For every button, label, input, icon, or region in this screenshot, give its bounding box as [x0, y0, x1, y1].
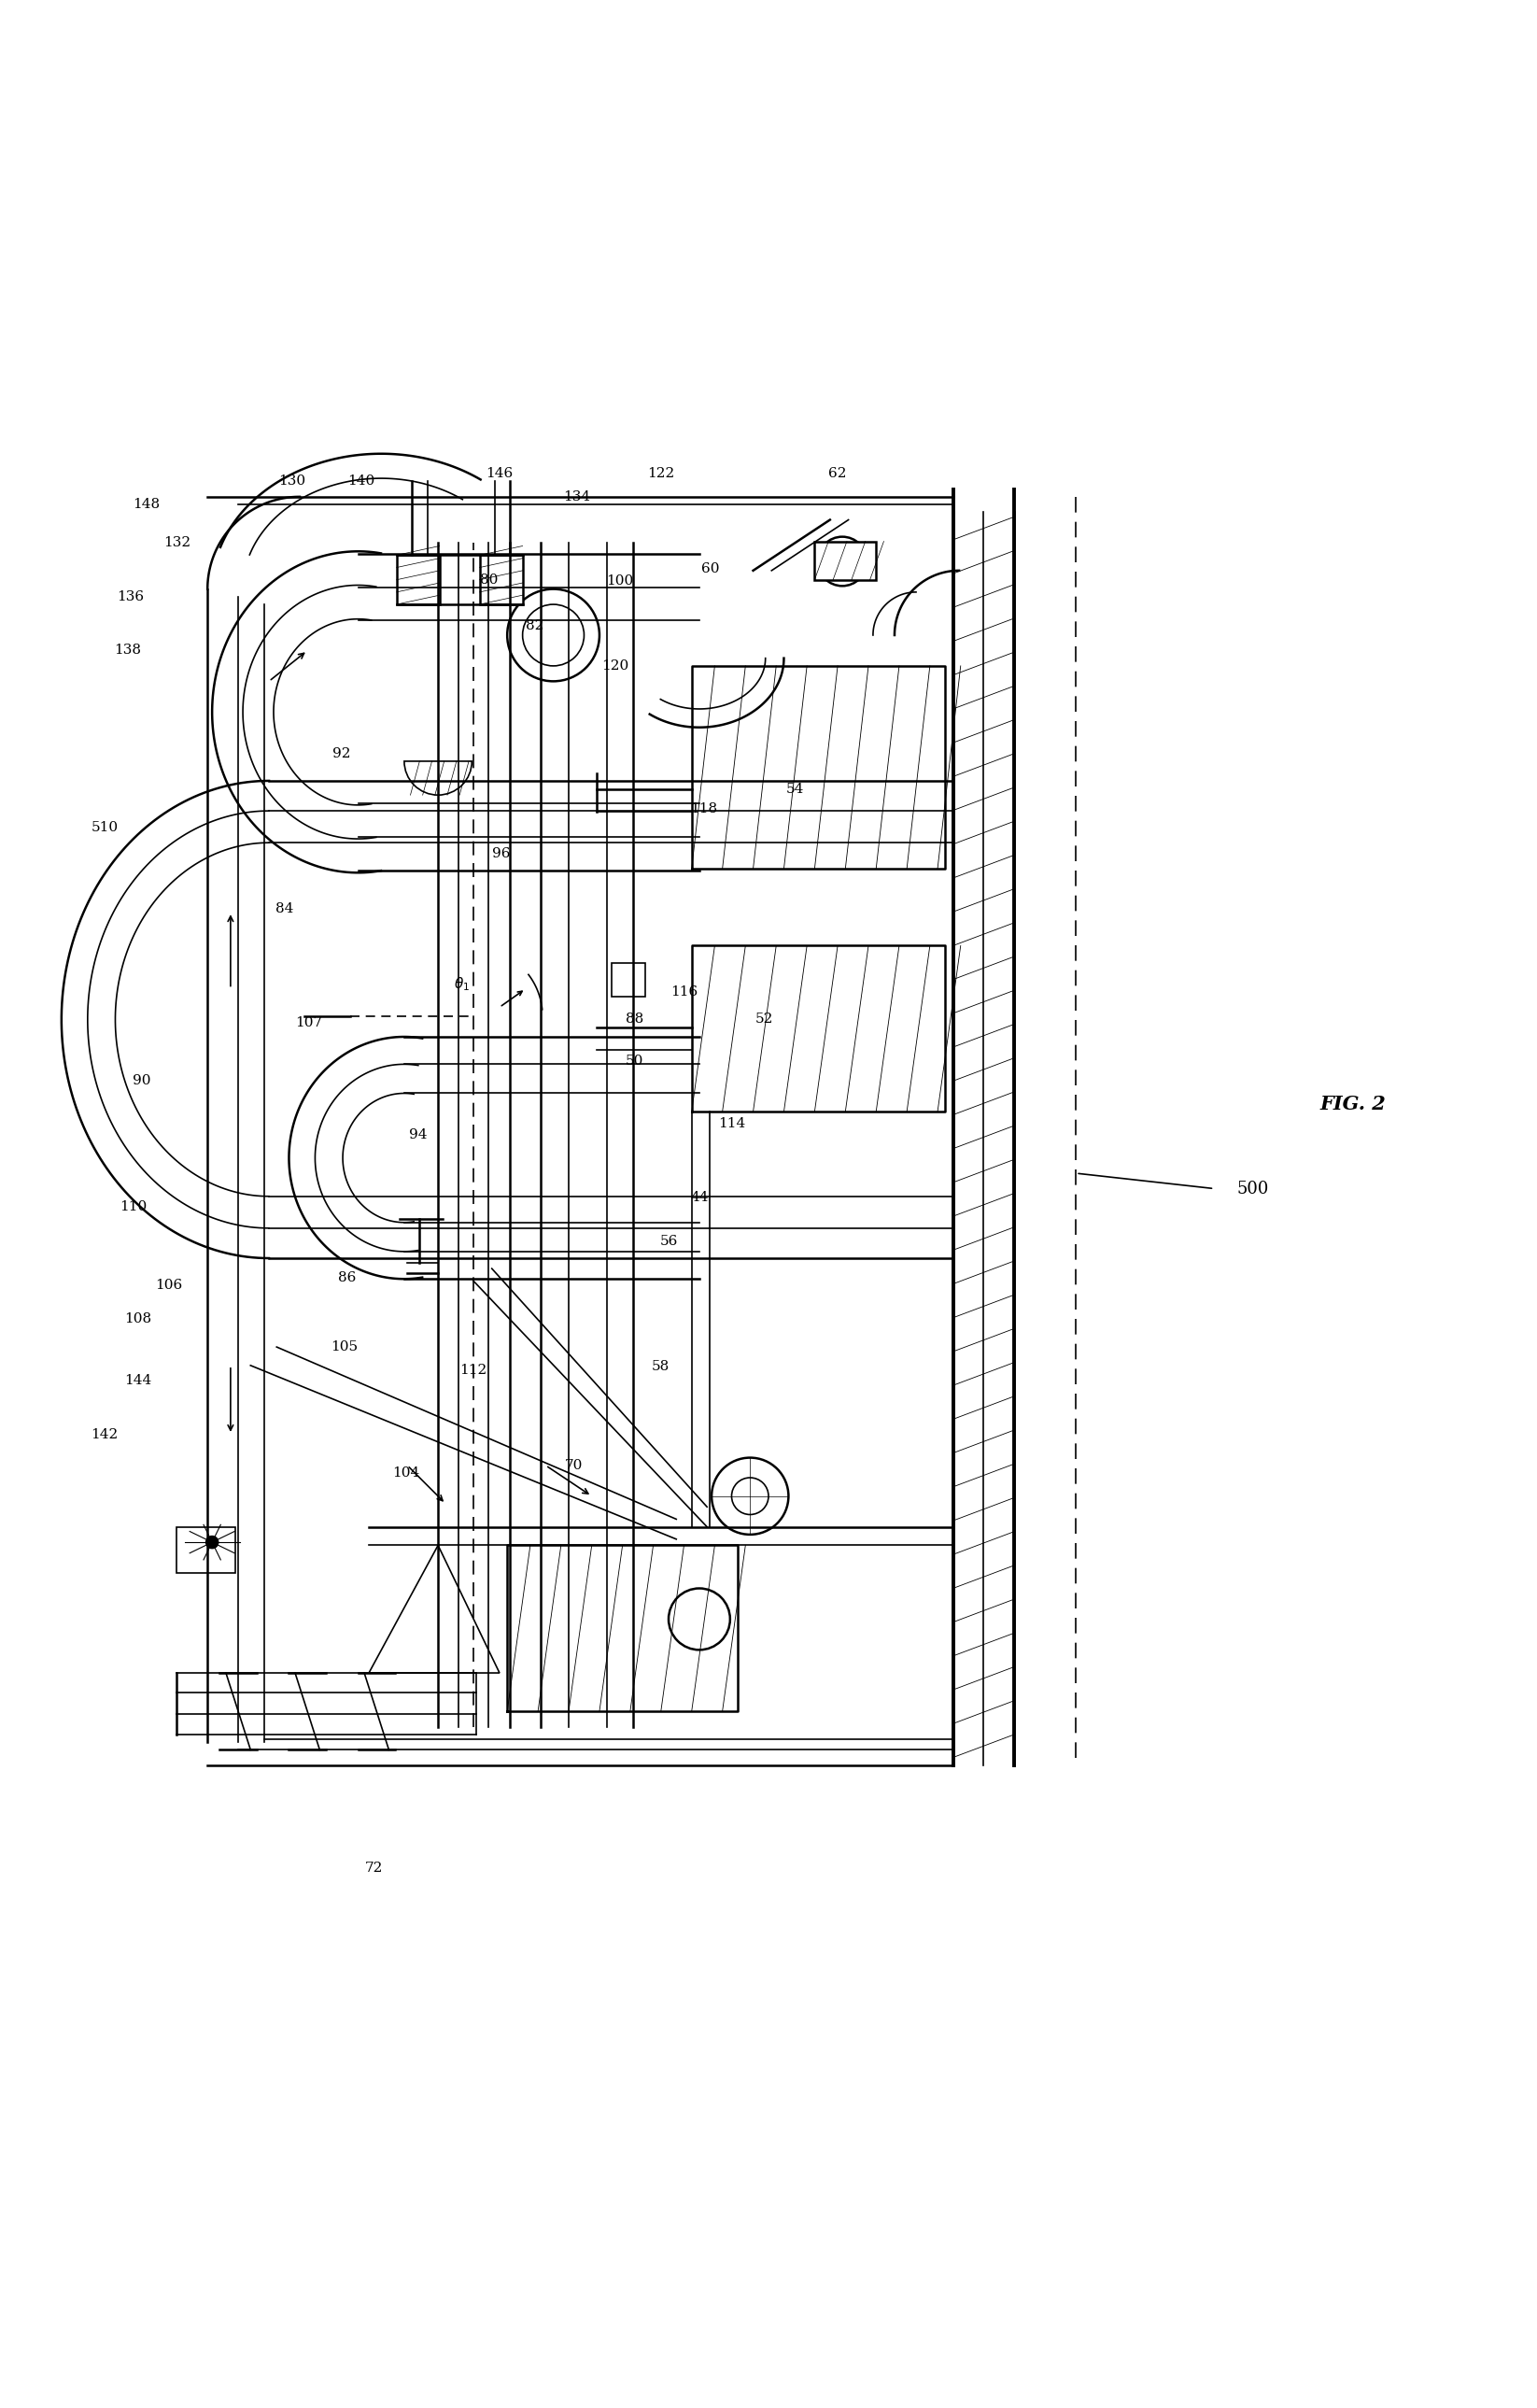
Text: 144: 144: [124, 1375, 152, 1387]
FancyBboxPatch shape: [397, 556, 440, 604]
Text: 136: 136: [117, 590, 144, 604]
Text: 70: 70: [564, 1459, 583, 1471]
Text: 86: 86: [338, 1271, 357, 1283]
Text: 134: 134: [563, 491, 590, 503]
Text: 44: 44: [690, 1192, 709, 1204]
Text: 108: 108: [124, 1312, 152, 1327]
Text: 90: 90: [132, 1074, 151, 1088]
Text: 82: 82: [526, 619, 544, 633]
Text: 510: 510: [91, 821, 118, 833]
Text: 146: 146: [486, 467, 513, 479]
Text: 50: 50: [626, 1055, 644, 1067]
Text: 106: 106: [155, 1279, 183, 1293]
Text: 112: 112: [460, 1363, 487, 1377]
Text: 96: 96: [492, 848, 510, 860]
Text: 80: 80: [480, 573, 498, 585]
Text: 118: 118: [690, 802, 718, 816]
Text: 105: 105: [330, 1341, 358, 1353]
Text: $\theta_1$: $\theta_1$: [453, 975, 469, 992]
Text: 92: 92: [332, 746, 350, 761]
Text: 56: 56: [659, 1235, 678, 1247]
Text: 140: 140: [347, 474, 375, 489]
Text: 148: 148: [132, 498, 160, 510]
Text: 500: 500: [1237, 1180, 1268, 1197]
Text: 54: 54: [785, 783, 804, 795]
Text: 100: 100: [606, 576, 633, 588]
Text: 52: 52: [755, 1014, 773, 1026]
Text: 130: 130: [278, 474, 306, 489]
Text: 116: 116: [670, 985, 698, 999]
Circle shape: [818, 537, 867, 585]
Text: 94: 94: [409, 1129, 427, 1141]
Text: 84: 84: [275, 903, 294, 915]
Text: 142: 142: [91, 1428, 118, 1440]
FancyBboxPatch shape: [815, 542, 876, 580]
Text: 114: 114: [718, 1117, 745, 1132]
Text: 58: 58: [652, 1361, 670, 1373]
Text: 120: 120: [601, 660, 629, 672]
Circle shape: [712, 1457, 788, 1534]
FancyBboxPatch shape: [480, 556, 523, 604]
Text: 88: 88: [626, 1014, 644, 1026]
Text: 107: 107: [295, 1016, 323, 1028]
Text: 138: 138: [114, 643, 141, 657]
Text: 72: 72: [364, 1861, 383, 1876]
FancyBboxPatch shape: [612, 963, 646, 997]
Wedge shape: [404, 761, 472, 795]
Text: FIG. 2: FIG. 2: [1320, 1096, 1385, 1112]
Text: 62: 62: [828, 467, 847, 479]
Text: 104: 104: [392, 1466, 420, 1479]
Text: 110: 110: [120, 1202, 148, 1214]
Text: 122: 122: [647, 467, 675, 479]
Text: 60: 60: [701, 563, 719, 576]
Circle shape: [206, 1536, 218, 1548]
Text: 132: 132: [163, 537, 191, 549]
